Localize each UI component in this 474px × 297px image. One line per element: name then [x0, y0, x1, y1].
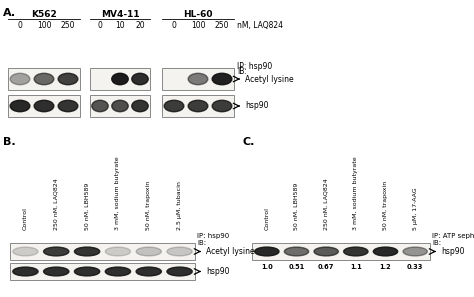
Text: 0: 0 [172, 21, 176, 30]
Text: 50 nM, LBH589: 50 nM, LBH589 [84, 183, 90, 230]
Bar [90, 95, 150, 117]
Bar [8, 68, 80, 90]
Text: K562: K562 [31, 10, 57, 19]
Text: IB:: IB: [237, 67, 247, 76]
Ellipse shape [344, 247, 368, 256]
Text: 250: 250 [215, 21, 229, 30]
Text: IP: ATP sepharose: IP: ATP sepharose [432, 233, 474, 239]
Bar [162, 95, 234, 117]
Text: 2.5 μM, tubacin: 2.5 μM, tubacin [177, 181, 182, 230]
Text: 0.67: 0.67 [318, 264, 334, 270]
Ellipse shape [403, 247, 428, 256]
Ellipse shape [167, 267, 192, 276]
Bar [162, 68, 234, 90]
Bar [10, 263, 195, 280]
Text: 100: 100 [37, 21, 51, 30]
Text: 0.33: 0.33 [407, 264, 423, 270]
Text: 3 mM, sodium butyrate: 3 mM, sodium butyrate [353, 157, 358, 230]
Text: IP: hsp90: IP: hsp90 [197, 233, 229, 239]
Ellipse shape [13, 247, 38, 256]
Text: 50 nM, LBH589: 50 nM, LBH589 [294, 183, 299, 230]
Bar [10, 243, 195, 260]
Ellipse shape [188, 100, 208, 112]
Text: 250 nM, LAQ824: 250 nM, LAQ824 [54, 178, 59, 230]
Text: 250: 250 [61, 21, 75, 30]
Ellipse shape [44, 267, 69, 276]
Ellipse shape [112, 100, 128, 112]
Ellipse shape [74, 247, 100, 256]
Ellipse shape [164, 100, 184, 112]
Ellipse shape [10, 100, 30, 112]
Text: hsp90: hsp90 [441, 247, 465, 256]
Text: 5 μM, 17-AAG: 5 μM, 17-AAG [413, 187, 418, 230]
Text: A.: A. [3, 8, 16, 18]
Bar [8, 95, 80, 117]
Text: 50 nM, trapoxin: 50 nM, trapoxin [146, 181, 151, 230]
Ellipse shape [34, 73, 54, 85]
Ellipse shape [167, 247, 192, 256]
Text: 50 nM, trapoxin: 50 nM, trapoxin [383, 181, 388, 230]
Text: 0: 0 [18, 21, 22, 30]
Text: B.: B. [3, 137, 16, 147]
Ellipse shape [284, 247, 309, 256]
Ellipse shape [112, 73, 128, 85]
Ellipse shape [255, 247, 279, 256]
Bar [90, 68, 150, 90]
Ellipse shape [212, 100, 232, 112]
Text: nM, LAQ824: nM, LAQ824 [237, 21, 283, 30]
Text: 3 mM, sodium butyrate: 3 mM, sodium butyrate [115, 157, 120, 230]
Ellipse shape [136, 247, 161, 256]
Ellipse shape [132, 73, 148, 85]
Text: IB:: IB: [197, 240, 206, 246]
Text: 1.0: 1.0 [261, 264, 273, 270]
Ellipse shape [13, 267, 38, 276]
Ellipse shape [58, 100, 78, 112]
Ellipse shape [92, 100, 108, 112]
Ellipse shape [58, 73, 78, 85]
Text: C.: C. [243, 137, 255, 147]
Text: MV4-11: MV4-11 [100, 10, 139, 19]
Text: IB:: IB: [432, 240, 441, 246]
Text: 0: 0 [98, 21, 102, 30]
Text: Acetyl lysine: Acetyl lysine [206, 247, 255, 256]
Text: hsp90: hsp90 [206, 267, 229, 276]
Bar [252, 243, 430, 260]
Text: Acetyl lysine: Acetyl lysine [245, 75, 293, 83]
Text: HL-60: HL-60 [183, 10, 213, 19]
Ellipse shape [10, 73, 30, 85]
Ellipse shape [44, 247, 69, 256]
Ellipse shape [136, 267, 161, 276]
Ellipse shape [34, 100, 54, 112]
Text: Control: Control [264, 207, 269, 230]
Text: 20: 20 [135, 21, 145, 30]
Ellipse shape [105, 267, 130, 276]
Text: 250 nM, LAQ824: 250 nM, LAQ824 [324, 178, 328, 230]
Text: hsp90: hsp90 [245, 102, 268, 110]
Ellipse shape [74, 267, 100, 276]
Text: 0.51: 0.51 [288, 264, 305, 270]
Text: 10: 10 [115, 21, 125, 30]
Text: 1.1: 1.1 [350, 264, 362, 270]
Ellipse shape [188, 73, 208, 85]
Ellipse shape [314, 247, 338, 256]
Text: 100: 100 [191, 21, 205, 30]
Ellipse shape [374, 247, 398, 256]
Text: IP: hsp90: IP: hsp90 [237, 62, 272, 71]
Ellipse shape [212, 73, 232, 85]
Text: Control: Control [23, 207, 28, 230]
Ellipse shape [132, 100, 148, 112]
Ellipse shape [105, 247, 130, 256]
Text: 1.2: 1.2 [380, 264, 392, 270]
